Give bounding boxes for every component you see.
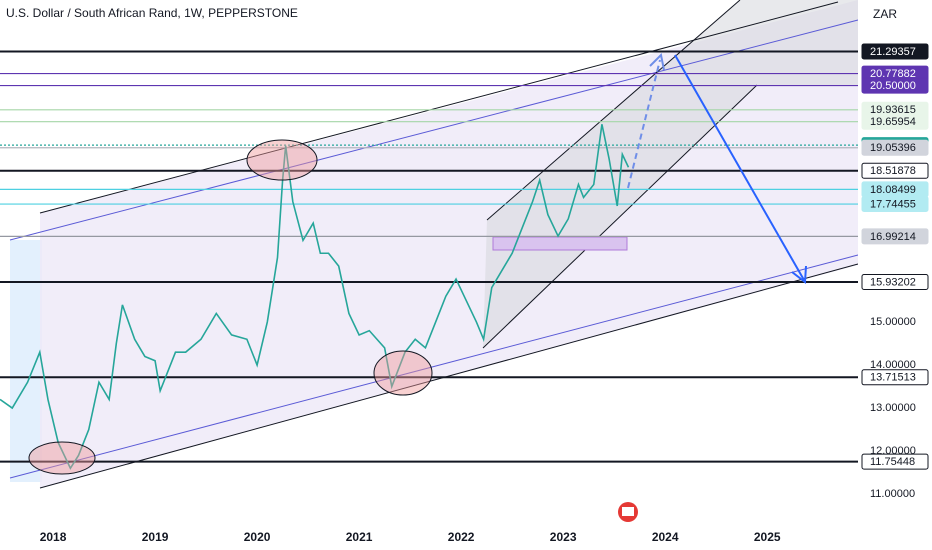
level-label: 19.93615 [870,104,916,116]
x-tick-label: 2023 [550,530,577,544]
range-box [10,240,42,482]
level-label-box [861,228,929,245]
arrow-down [674,54,805,281]
price-line [0,124,630,470]
x-tick-label: 2018 [40,530,67,544]
x-tick-label: 2024 [652,530,679,544]
level-label: 20.77882 [870,68,916,80]
x-tick-label: 2022 [448,530,475,544]
event-flag [622,507,634,516]
ellipse [28,441,96,475]
level-label: 19.05396 [870,142,916,154]
y-tick-label: 13.00000 [870,402,916,414]
x-tick-label: 2021 [346,530,373,544]
currency[interactable]: ZAR [873,7,897,21]
chart-title: U.S. Dollar / South African Rand, 1W, PE… [6,6,298,20]
y-tick-label: 14.00000 [870,359,916,371]
arrow-head [649,52,665,71]
y-tick-label: 15.00000 [870,316,916,328]
channel-bottom [39,263,859,489]
level-label: 21.29357 [870,46,916,58]
level-label-box [861,77,929,94]
level-label: 16.99214 [870,231,916,243]
axes: 15.0000014.0000013.0000012.0000011.00000… [40,43,929,544]
levels [0,50,858,463]
inner-bottom [482,84,758,349]
arrow-head [791,265,807,284]
arrow-up [627,59,661,189]
level-label-box [861,162,929,179]
annotations [28,52,807,522]
zone-box [492,236,628,251]
channel-top [39,1,839,214]
channel-mid [9,19,859,241]
level-label-box [861,369,929,386]
level-label: 18.08499 [870,184,916,196]
time-axis [0,526,858,550]
x-tick-label: 2020 [244,530,271,544]
level-label: 17.74455 [870,198,916,210]
level-label-box [861,196,929,213]
plot [0,124,630,470]
level-label-box [861,113,929,130]
y-tick-label: 11.00000 [870,488,915,500]
ellipse [246,139,318,181]
x-tick-label: 2025 [754,530,781,544]
inner-channel-fill [483,0,858,348]
level-label: 13.71513 [870,372,916,384]
ellipse [373,350,433,396]
level-label: 15.93202 [870,276,916,288]
channel-lower [9,254,859,479]
level-label: 20.50000 [870,80,916,92]
level-label-box [861,139,929,156]
level-label-box [861,43,929,60]
level-label: 11.75448 [870,456,915,468]
level-label-box [861,453,929,470]
x-tick-label: 2019 [142,530,169,544]
level-label: 18.51878 [870,165,916,177]
level-label: 19.65954 [870,116,916,128]
level-label-box [861,273,929,290]
